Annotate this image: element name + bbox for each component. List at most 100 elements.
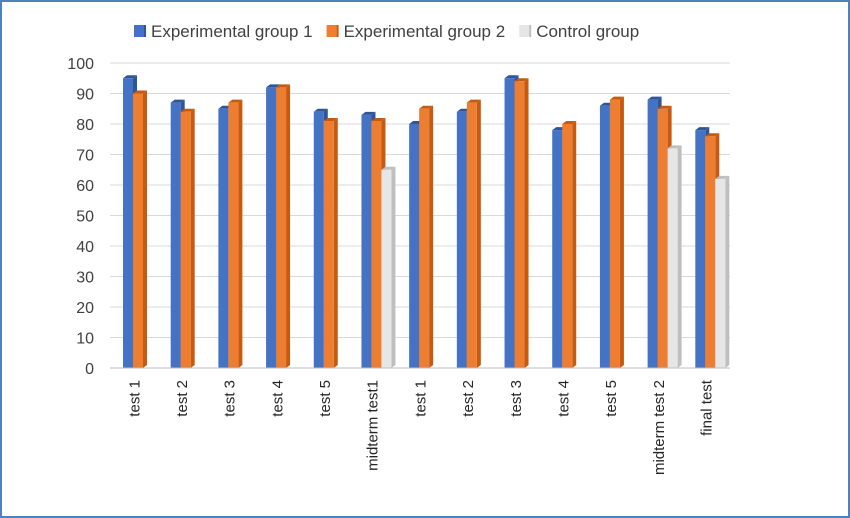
y-tick-label: 10	[76, 331, 94, 348]
bar-front	[276, 87, 287, 369]
legend-swatch-side	[336, 25, 339, 37]
bar-side	[476, 99, 481, 369]
bar-top	[313, 108, 328, 112]
bar	[562, 121, 577, 368]
bar-front	[599, 105, 610, 368]
bar	[466, 99, 481, 369]
bar-side	[143, 90, 147, 368]
x-axis: test 1 test 2 test 3 test 4 test 5 midterm te…	[110, 367, 730, 475]
bar-front	[381, 169, 392, 368]
bar-top	[514, 78, 529, 82]
bar-front	[695, 130, 706, 368]
y-tick-label: 70	[76, 148, 94, 165]
legend-label: Control group	[536, 22, 639, 41]
bar-top	[180, 108, 195, 112]
bar-top	[705, 133, 720, 137]
y-tick-label: 40	[76, 239, 94, 256]
bar-front	[562, 124, 573, 368]
bar-front	[218, 108, 229, 368]
x-tick-label: test 4	[555, 380, 572, 417]
bar-top	[715, 175, 730, 179]
bar	[381, 166, 396, 368]
legend: Experimental group 1 Experimental group 2…	[134, 22, 639, 41]
bar	[228, 99, 243, 369]
bar-front	[504, 78, 515, 368]
y-tick-label: 30	[76, 270, 94, 287]
bar-side	[524, 78, 529, 369]
bar-side	[725, 175, 730, 368]
bar-front	[609, 99, 620, 368]
bar-side	[619, 96, 624, 368]
y-tick-label: 90	[76, 87, 94, 104]
bar-front	[514, 81, 525, 369]
legend-swatch-side	[144, 25, 146, 37]
legend-swatch	[326, 25, 337, 37]
legend-label: Experimental group 2	[344, 22, 506, 41]
bar-side	[190, 108, 195, 369]
bar-front	[715, 178, 726, 368]
bar-top	[123, 75, 137, 79]
legend-label: Experimental group 1	[151, 22, 313, 41]
bar	[180, 108, 195, 369]
x-tick-label: final test	[699, 379, 716, 436]
bar-side	[429, 105, 434, 368]
legend-swatch-side	[529, 25, 532, 37]
x-tick-label: test 2	[460, 380, 477, 417]
legend-item: Experimental group 2	[326, 22, 506, 41]
bar-top	[419, 105, 434, 109]
bar-front	[313, 111, 324, 369]
bar-front	[361, 114, 372, 368]
bar-front	[466, 102, 477, 369]
x-tick-label: test 3	[222, 380, 239, 417]
bar	[419, 105, 434, 368]
bar-top	[657, 105, 672, 109]
bar-top	[361, 111, 376, 115]
bar-front	[657, 108, 668, 368]
y-axis: 0 10 20 30 40 50 60 70 80 90 100	[67, 56, 94, 378]
x-tick-label: test 2	[174, 380, 191, 417]
bar-top	[504, 75, 519, 79]
bar-top	[695, 127, 710, 131]
legend-swatch	[519, 25, 530, 37]
bar-front	[705, 136, 716, 368]
bar-top	[133, 90, 147, 94]
bar-front	[456, 111, 467, 369]
bar-front	[323, 120, 334, 368]
bar-front	[133, 93, 143, 368]
bar-top	[371, 117, 386, 121]
bar	[609, 96, 624, 368]
x-tick-label: midterm test 2	[651, 380, 668, 475]
legend-item: Control group	[519, 22, 639, 41]
bar-front	[371, 120, 382, 368]
bar-top	[323, 117, 338, 121]
x-tick-label: test 4	[269, 380, 286, 417]
bar-top	[667, 145, 682, 149]
bar-side	[286, 84, 291, 369]
bar-side	[333, 117, 338, 368]
bar-front	[266, 87, 277, 369]
bar-front	[228, 102, 239, 369]
x-tick-label: test 3	[508, 380, 525, 417]
y-tick-label: 60	[76, 178, 94, 195]
bar-top	[466, 99, 481, 103]
bar-side	[677, 145, 682, 368]
y-tick-label: 50	[76, 209, 94, 226]
bar	[276, 84, 291, 369]
bar	[514, 78, 529, 369]
bar-side	[391, 166, 396, 368]
bar-front	[180, 111, 191, 369]
bars	[123, 75, 730, 369]
bar-front	[409, 124, 420, 368]
bar-front	[647, 99, 658, 368]
x-tick-label: test 1	[126, 380, 143, 417]
bar	[323, 117, 338, 368]
x-tick-label: midterm test1	[365, 380, 382, 471]
y-tick-label: 100	[67, 56, 94, 73]
y-tick-label: 20	[76, 300, 94, 317]
bar-top	[228, 99, 243, 103]
bar	[667, 145, 682, 368]
x-tick-label: test 5	[317, 380, 334, 417]
bar-top	[562, 121, 577, 124]
